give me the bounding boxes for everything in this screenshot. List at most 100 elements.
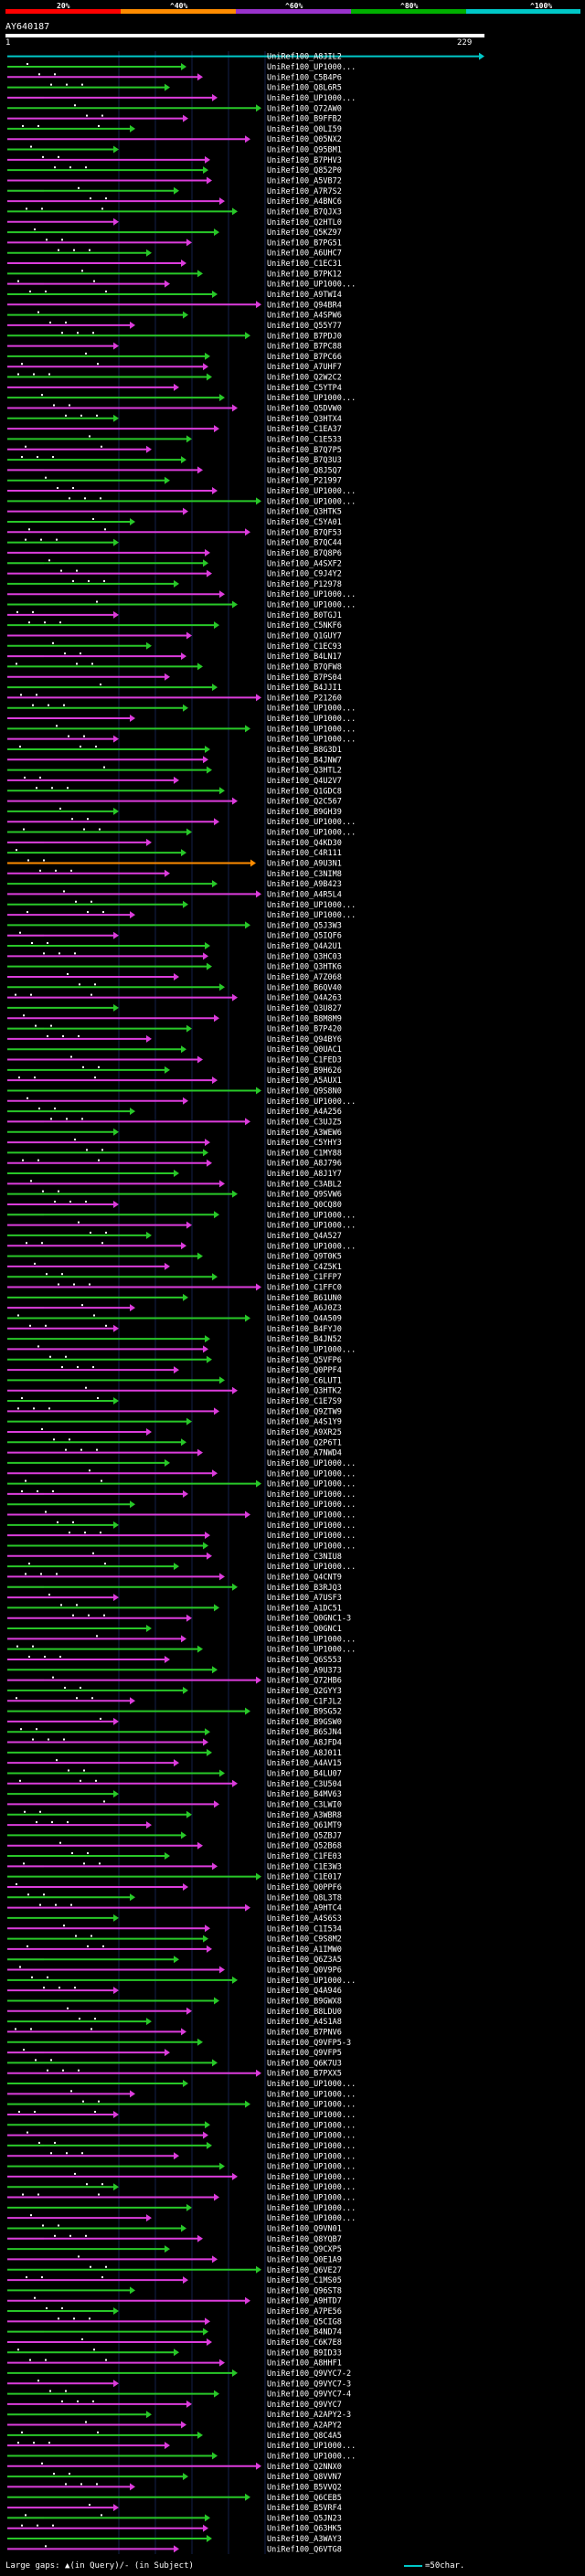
hit-row[interactable]: UniRef100_A4S1Y9	[7, 1417, 342, 1427]
hit-row[interactable]: UniRef100_Q9VFP5-3	[7, 2038, 351, 2048]
hit-id-label[interactable]: UniRef100_B7PHV3	[267, 156, 342, 165]
hit-id-label[interactable]: UniRef100_B7PDJ0	[267, 332, 342, 341]
hit-id-label[interactable]: UniRef100_B7PC66	[267, 353, 342, 362]
hit-row[interactable]: UniRef100_C1EC31	[7, 260, 342, 269]
hit-id-label[interactable]: UniRef100_P12978	[267, 580, 342, 589]
hit-row[interactable]: UniRef100_UP1000...	[7, 1511, 356, 1521]
hit-id-label[interactable]: UniRef100_Q0PPF6	[267, 1883, 342, 1892]
hit-id-label[interactable]: UniRef100_A7Z068	[267, 973, 342, 982]
hit-row[interactable]: UniRef100_C6LUT1	[7, 1376, 342, 1385]
hit-id-label[interactable]: UniRef100_Q3U827	[267, 1004, 342, 1013]
hit-row[interactable]: UniRef100_Q852P0	[7, 166, 342, 175]
hit-row[interactable]: UniRef100_Q0PPF6	[7, 1882, 342, 1892]
hit-id-label[interactable]: UniRef100_Q6VE27	[267, 2266, 342, 2275]
hit-row[interactable]: UniRef100_Q94BR4	[7, 301, 342, 310]
hit-row[interactable]: UniRef100_UP1000...	[7, 1242, 356, 1251]
hit-id-label[interactable]: UniRef100_Q61MT9	[267, 1821, 342, 1830]
hit-id-label[interactable]: UniRef100_A1IMW0	[267, 1945, 342, 1955]
hit-id-label[interactable]: UniRef100_UP1000...	[267, 2452, 356, 2461]
hit-row[interactable]: UniRef100_Q63HK5	[7, 2524, 342, 2534]
hit-id-label[interactable]: UniRef100_Q4U2V7	[267, 777, 342, 786]
hit-id-label[interactable]: UniRef100_P21260	[267, 694, 342, 703]
hit-id-label[interactable]: UniRef100_Q0CQ80	[267, 1201, 342, 1210]
hit-row[interactable]: UniRef100_UP1000...	[7, 818, 356, 827]
hit-row[interactable]: UniRef100_Q5IQF6	[7, 931, 342, 941]
hit-id-label[interactable]: UniRef100_UP1000...	[267, 2183, 356, 2192]
hit-id-label[interactable]: UniRef100_A6UHC7	[267, 249, 342, 259]
hit-id-label[interactable]: UniRef100_Q6VTG8	[267, 2545, 342, 2554]
hit-id-label[interactable]: UniRef100_C1E3W3	[267, 1862, 342, 1871]
hit-id-label[interactable]: UniRef100_Q8C4A5	[267, 2432, 342, 2441]
hit-id-label[interactable]: UniRef100_C1FED3	[267, 1056, 342, 1065]
hit-row[interactable]: UniRef100_B7PS04	[7, 673, 342, 683]
hit-id-label[interactable]: UniRef100_UP1000...	[267, 1480, 356, 1489]
hit-id-label[interactable]: UniRef100_B9SG52	[267, 1708, 342, 1717]
hit-row[interactable]: UniRef100_UP1000...	[7, 1542, 356, 1551]
hit-id-label[interactable]: UniRef100_C6K7E8	[267, 2338, 342, 2348]
hit-row[interactable]: UniRef100_Q6S553	[7, 1655, 342, 1665]
hit-id-label[interactable]: UniRef100_Q8L3T8	[267, 1893, 342, 1903]
hit-id-label[interactable]: UniRef100_Q9VYC7	[267, 2401, 342, 2410]
hit-row[interactable]: UniRef100_Q4A946	[7, 1987, 342, 1996]
hit-id-label[interactable]: UniRef100_Q5J3W3	[267, 921, 342, 930]
hit-row[interactable]: UniRef100_C1E017	[7, 1872, 342, 1882]
hit-id-label[interactable]: UniRef100_B7QF53	[267, 528, 342, 537]
hit-id-label[interactable]: UniRef100_Q9CXP5	[267, 2245, 342, 2254]
hit-row[interactable]: UniRef100_B7Q7P5	[7, 445, 342, 455]
hit-id-label[interactable]: UniRef100_C9J4Y2	[267, 570, 342, 579]
hit-id-label[interactable]: UniRef100_Q5ZBJ7	[267, 1831, 342, 1840]
hit-row[interactable]: UniRef100_UP1000...	[7, 497, 356, 506]
hit-id-label[interactable]: UniRef100_Q4A527	[267, 1232, 342, 1241]
hit-row[interactable]: UniRef100_Q5KZ97	[7, 228, 342, 238]
hit-id-label[interactable]: UniRef100_UP1000...	[267, 2132, 356, 2141]
hit-row[interactable]: UniRef100_Q9VYC7-4	[7, 2390, 351, 2400]
hit-row[interactable]: UniRef100_A9HTD7	[7, 2296, 342, 2306]
hit-id-label[interactable]: UniRef100_UP1000...	[267, 1542, 356, 1551]
hit-id-label[interactable]: UniRef100_Q0UAC1	[267, 1045, 342, 1055]
hit-row[interactable]: UniRef100_A2APY2	[7, 2421, 342, 2431]
hit-id-label[interactable]: UniRef100_A5VB72	[267, 176, 342, 186]
hit-id-label[interactable]: UniRef100_C3NIM8	[267, 870, 342, 879]
hit-row[interactable]: UniRef100_C1FJL2	[7, 1697, 342, 1706]
hit-id-label[interactable]: UniRef100_UP1000...	[267, 590, 356, 599]
hit-id-label[interactable]: UniRef100_UP1000...	[267, 736, 356, 745]
hit-row[interactable]: UniRef100_A5AUX1	[7, 1076, 342, 1086]
hit-row[interactable]: UniRef100_UP1000...	[7, 1469, 356, 1479]
hit-id-label[interactable]: UniRef100_UP1000...	[267, 715, 356, 724]
hit-row[interactable]: UniRef100_Q72HB6	[7, 1676, 342, 1686]
hit-row[interactable]: UniRef100_B7QJX3	[7, 207, 342, 217]
hit-id-label[interactable]: UniRef100_Q63HK5	[267, 2525, 342, 2534]
hit-id-label[interactable]: UniRef100_A8J011	[267, 1749, 342, 1758]
hit-id-label[interactable]: UniRef100_C1E533	[267, 435, 342, 444]
hit-row[interactable]: UniRef100_UP1000...	[7, 1097, 356, 1107]
hit-row[interactable]: UniRef100_UP1000...	[7, 1532, 356, 1541]
hit-id-label[interactable]: UniRef100_A4S1Y9	[267, 1418, 342, 1427]
hit-row[interactable]: UniRef100_UP1000...	[7, 2193, 356, 2203]
hit-row[interactable]: UniRef100_UP1000...	[7, 2090, 356, 2099]
hit-row[interactable]: UniRef100_B4JJI1	[7, 684, 342, 693]
hit-id-label[interactable]: UniRef100_A7R7S2	[267, 187, 342, 196]
hit-row[interactable]: UniRef100_A1IMW0	[7, 1945, 342, 1955]
hit-row[interactable]: UniRef100_B5VVQ2	[7, 2483, 342, 2492]
hit-row[interactable]: UniRef100_C3NIM8	[7, 869, 342, 879]
hit-row[interactable]: UniRef100_B8M8M9	[7, 1014, 342, 1023]
hit-id-label[interactable]: UniRef100_Q1GUY7	[267, 631, 342, 641]
hit-id-label[interactable]: UniRef100_B7P420	[267, 1025, 342, 1034]
hit-id-label[interactable]: UniRef100_UP1000...	[267, 2152, 356, 2161]
hit-id-label[interactable]: UniRef100_C9S8M2	[267, 1935, 342, 1945]
hit-row[interactable]: UniRef100_C1FE03	[7, 1852, 342, 1861]
hit-row[interactable]: UniRef100_UP1000...	[7, 2172, 356, 2182]
hit-row[interactable]: UniRef100_Q0LI59	[7, 124, 342, 134]
hit-id-label[interactable]: UniRef100_B4JN52	[267, 1335, 342, 1344]
hit-id-label[interactable]: UniRef100_Q3HTL2	[267, 767, 342, 776]
hit-row[interactable]: UniRef100_A8J011	[7, 1748, 342, 1758]
hit-id-label[interactable]: UniRef100_A9U373	[267, 1666, 342, 1675]
hit-id-label[interactable]: UniRef100_B8LDU0	[267, 2008, 342, 2017]
hit-id-label[interactable]: UniRef100_A7UHF7	[267, 363, 342, 372]
hit-row[interactable]: UniRef100_UP1000...	[7, 1211, 356, 1220]
hit-id-label[interactable]: UniRef100_C3UJZ5	[267, 1118, 342, 1127]
hit-id-label[interactable]: UniRef100_UP1000...	[267, 1345, 356, 1354]
hit-id-label[interactable]: UniRef100_C3ABL2	[267, 1180, 342, 1189]
hit-row[interactable]: UniRef100_Q4CNT9	[7, 1573, 342, 1582]
hit-row[interactable]: UniRef100_C9S8M2	[7, 1935, 342, 1945]
